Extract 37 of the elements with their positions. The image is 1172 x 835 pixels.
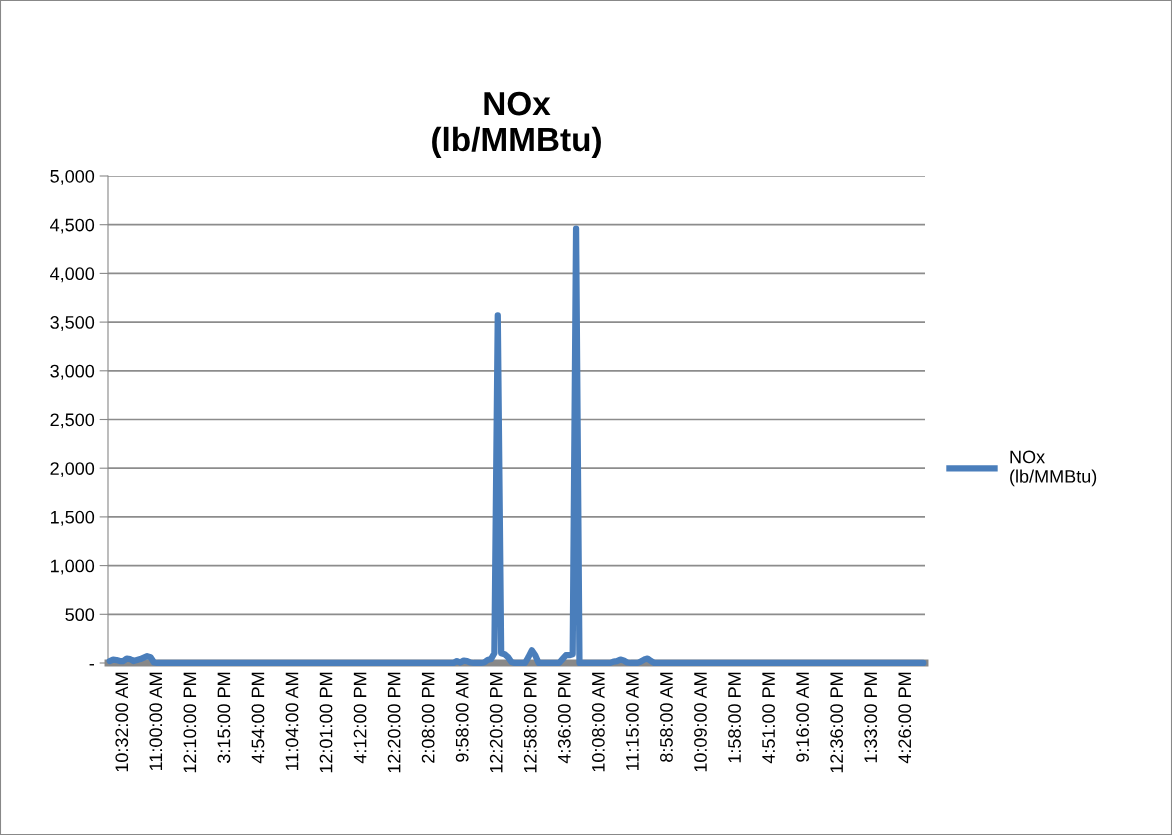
x-tick-label: 11:15:00 AM [626, 672, 639, 771]
x-tick-label: 12:58:00 PM [523, 672, 537, 773]
y-tick-label: 2,000 [50, 462, 95, 478]
x-tick-label: 12:10:00 PM [183, 672, 197, 773]
x-tick-label: 9:16:00 AM [796, 672, 809, 762]
x-tick-label: 4:54:00 PM [251, 672, 265, 764]
y-tick-label: 3,500 [50, 316, 95, 331]
x-tick-label: 4:51:00 PM [762, 672, 775, 764]
x-tick-label: 1:33:00 PM [864, 672, 878, 763]
y-tick-label: 3,000 [50, 364, 95, 380]
x-tick-label: 4:36:00 PM [557, 672, 571, 764]
x-tick-label: 3:15:00 PM [217, 672, 231, 763]
x-tick-label: 12:20:00 PM [489, 672, 503, 773]
x-tick-label: 10:32:00 AM [115, 672, 129, 772]
y-tick-label: - [89, 664, 94, 666]
x-tick-label: 9:58:00 AM [455, 672, 469, 762]
x-tick-label: 4:26:00 PM [898, 672, 912, 764]
x-tick-label: 12:36:00 PM [830, 672, 844, 773]
y-tick-label: 5,000 [50, 169, 95, 185]
x-tick-label: 8:58:00 AM [660, 672, 673, 762]
y-tick-label: 1,000 [51, 559, 95, 575]
y-tick-label: 500 [65, 608, 95, 622]
y-tick-label: 2,500 [50, 413, 95, 429]
x-tick-label: 1:58:00 PM [728, 672, 741, 763]
legend-label: NOx (lb/MMBtu) [1010, 450, 1097, 487]
x-tick-label: 4:12:00 PM [353, 672, 367, 764]
x-tick-label: 10:09:00 AM [694, 672, 707, 772]
x-tick-label: 12:01:00 PM [319, 672, 333, 773]
chart-title: NOx (lb/MMBtu) [432, 91, 601, 158]
x-tick-label: 2:08:00 PM [421, 672, 435, 763]
y-tick-label: 4,500 [50, 218, 95, 234]
x-tick-label: 12:20:00 PM [387, 672, 401, 773]
x-tick-label: 11:04:00 AM [285, 672, 299, 771]
y-tick-label: 1,500 [51, 510, 95, 526]
y-tick-label: 4,000 [50, 267, 95, 283]
x-tick-label: 10:08:00 AM [591, 672, 605, 772]
x-tick-label: 11:00:00 AM [149, 672, 163, 771]
